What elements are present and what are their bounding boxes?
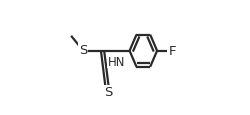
Text: HN: HN (108, 55, 125, 68)
Text: S: S (104, 86, 112, 99)
Text: F: F (169, 45, 176, 58)
Text: S: S (79, 44, 87, 57)
